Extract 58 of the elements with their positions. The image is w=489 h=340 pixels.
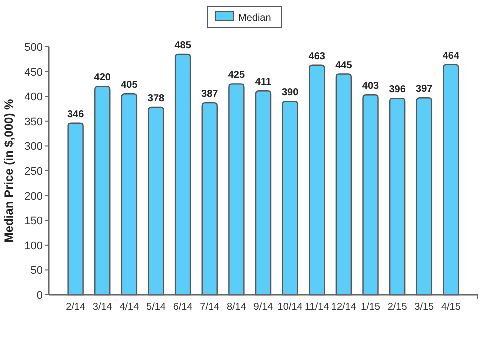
y-tick-label: 100 xyxy=(24,240,43,252)
x-tick-label: 2/14 xyxy=(66,302,86,313)
x-tick-label: 7/14 xyxy=(200,302,220,313)
x-tick-label: 4/14 xyxy=(120,302,140,313)
legend-label: Median xyxy=(238,13,272,24)
x-tick-label: 9/14 xyxy=(254,302,274,313)
data-label: 378 xyxy=(148,94,166,105)
y-tick-label: 400 xyxy=(24,92,43,104)
bar xyxy=(68,122,84,296)
y-tick-label: 250 xyxy=(24,166,43,178)
y-tick-label: 300 xyxy=(24,141,43,154)
x-tick-label: 12/14 xyxy=(331,302,357,313)
bar xyxy=(174,54,192,296)
bar xyxy=(443,64,460,296)
data-label: 485 xyxy=(174,40,192,52)
bar xyxy=(416,97,432,296)
x-tick-label: 11/14 xyxy=(304,302,330,313)
data-label: 411 xyxy=(255,77,272,88)
y-tick-label: 500 xyxy=(24,42,43,54)
bar xyxy=(282,100,298,296)
x-tick-label: 8/14 xyxy=(226,302,247,313)
data-label: 390 xyxy=(282,88,300,99)
x-tick-label: 3/15 xyxy=(414,302,435,313)
y-tick-label: 150 xyxy=(24,216,43,228)
bar xyxy=(336,74,352,296)
y-tick-label: 0 xyxy=(36,290,43,302)
bar xyxy=(362,94,379,296)
bar xyxy=(148,106,164,296)
x-tick-label: 3/14 xyxy=(92,302,113,313)
y-tick-label: 450 xyxy=(24,66,43,79)
data-label: 403 xyxy=(362,81,380,92)
x-tick-label: 4/15 xyxy=(441,302,462,313)
x-tick-label: 5/14 xyxy=(146,302,166,313)
data-label: 445 xyxy=(336,60,353,72)
data-label: 396 xyxy=(389,84,406,96)
data-label: 464 xyxy=(442,50,460,62)
y-tick-label: 200 xyxy=(24,190,43,203)
y-tick-label: 350 xyxy=(24,116,43,128)
bar xyxy=(228,84,245,296)
data-label: 425 xyxy=(228,70,246,82)
data-label: 463 xyxy=(308,51,326,62)
bar xyxy=(389,98,406,296)
data-label: 397 xyxy=(416,84,434,96)
data-label: 346 xyxy=(67,109,85,120)
y-tick-label: 50 xyxy=(30,265,43,278)
data-label: 420 xyxy=(94,72,112,84)
x-tick-label: 2/15 xyxy=(388,302,408,313)
data-label: 387 xyxy=(202,89,219,100)
bar xyxy=(121,94,138,296)
bar xyxy=(94,86,111,296)
x-tick-label: 6/14 xyxy=(173,302,194,313)
bar xyxy=(255,90,272,296)
bar xyxy=(202,102,218,296)
y-axis-title: Median Price (in $,000) % xyxy=(2,98,16,243)
x-tick-label: 1/15 xyxy=(361,302,381,313)
bar xyxy=(309,64,326,296)
data-label: 405 xyxy=(121,80,138,92)
x-tick-label: 10/14 xyxy=(278,302,304,313)
